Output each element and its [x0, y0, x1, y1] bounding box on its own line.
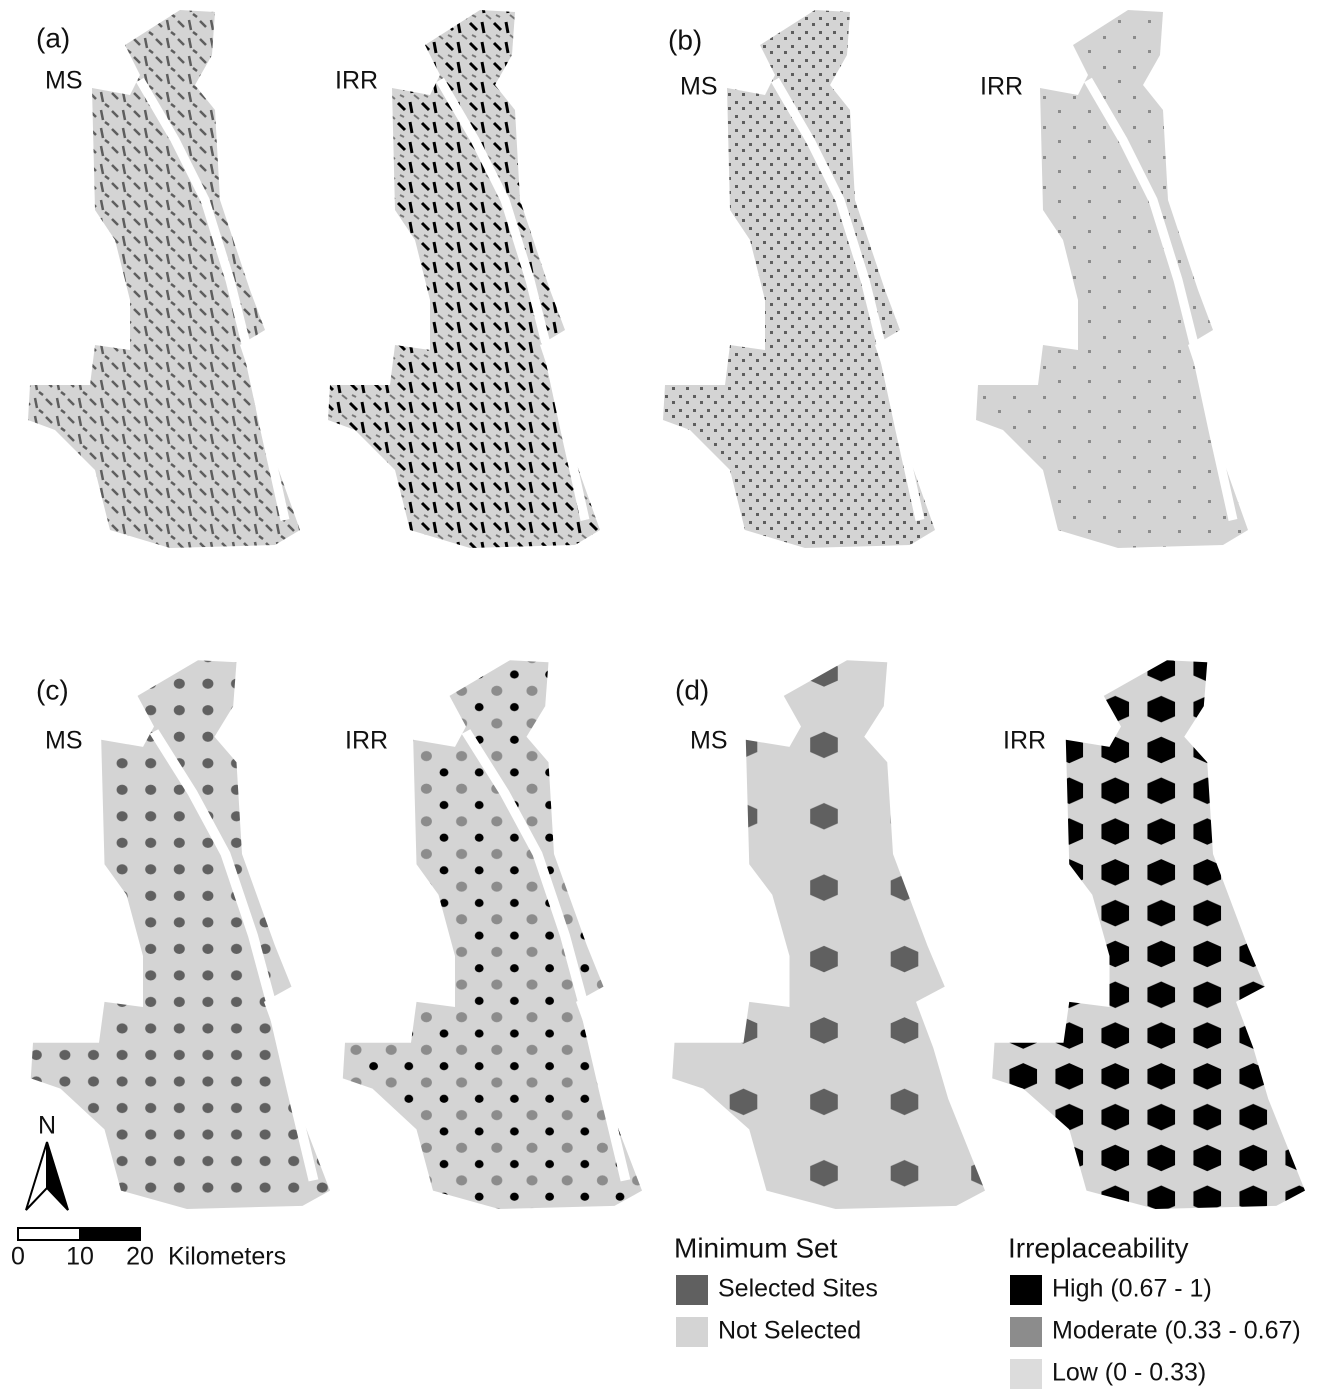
- legend-label: Low (0 - 0.33): [1052, 1359, 1206, 1387]
- map-label: MS: [680, 73, 718, 101]
- legend-swatch: [676, 1317, 708, 1347]
- scale-tick: 10: [66, 1243, 94, 1271]
- legend-swatch: [1010, 1275, 1042, 1305]
- legend-label: High (0.67 - 1): [1052, 1275, 1212, 1303]
- legend-label: Not Selected: [718, 1317, 861, 1345]
- map-label: MS: [690, 727, 728, 755]
- map-label: IRR: [345, 727, 388, 755]
- legend-title: Minimum Set: [674, 1232, 838, 1263]
- legend-swatch: [1010, 1359, 1042, 1389]
- north-arrow: [26, 1142, 68, 1210]
- legends: Minimum Set Selected Sites Not Selected Irr…: [674, 1232, 1301, 1389]
- panel-label: (a): [36, 22, 70, 53]
- map-label: MS: [45, 67, 83, 95]
- north-label: N: [38, 1112, 56, 1140]
- panel-label: (b): [668, 24, 702, 55]
- legend-swatch: [1010, 1317, 1042, 1347]
- scale-tick: 20: [126, 1243, 154, 1271]
- map-label: IRR: [335, 67, 378, 95]
- map-label: MS: [45, 727, 83, 755]
- map-label: IRR: [980, 73, 1023, 101]
- legend-swatch: [676, 1275, 708, 1305]
- legend-label: Selected Sites: [718, 1275, 878, 1303]
- scale-tick: 0: [11, 1243, 25, 1271]
- map-label: IRR: [1003, 727, 1046, 755]
- legend-label: Moderate (0.33 - 0.67): [1052, 1317, 1301, 1345]
- panel-label: (d): [675, 674, 709, 705]
- scale-unit: Kilometers: [168, 1243, 286, 1271]
- legend-title: Irreplaceability: [1008, 1232, 1189, 1263]
- figure: (a) MS IRR (b) MS IRR (c) MS IRR (d) MS …: [0, 0, 1343, 1390]
- panel-label: (c): [36, 674, 69, 705]
- scale-bar: [18, 1228, 140, 1240]
